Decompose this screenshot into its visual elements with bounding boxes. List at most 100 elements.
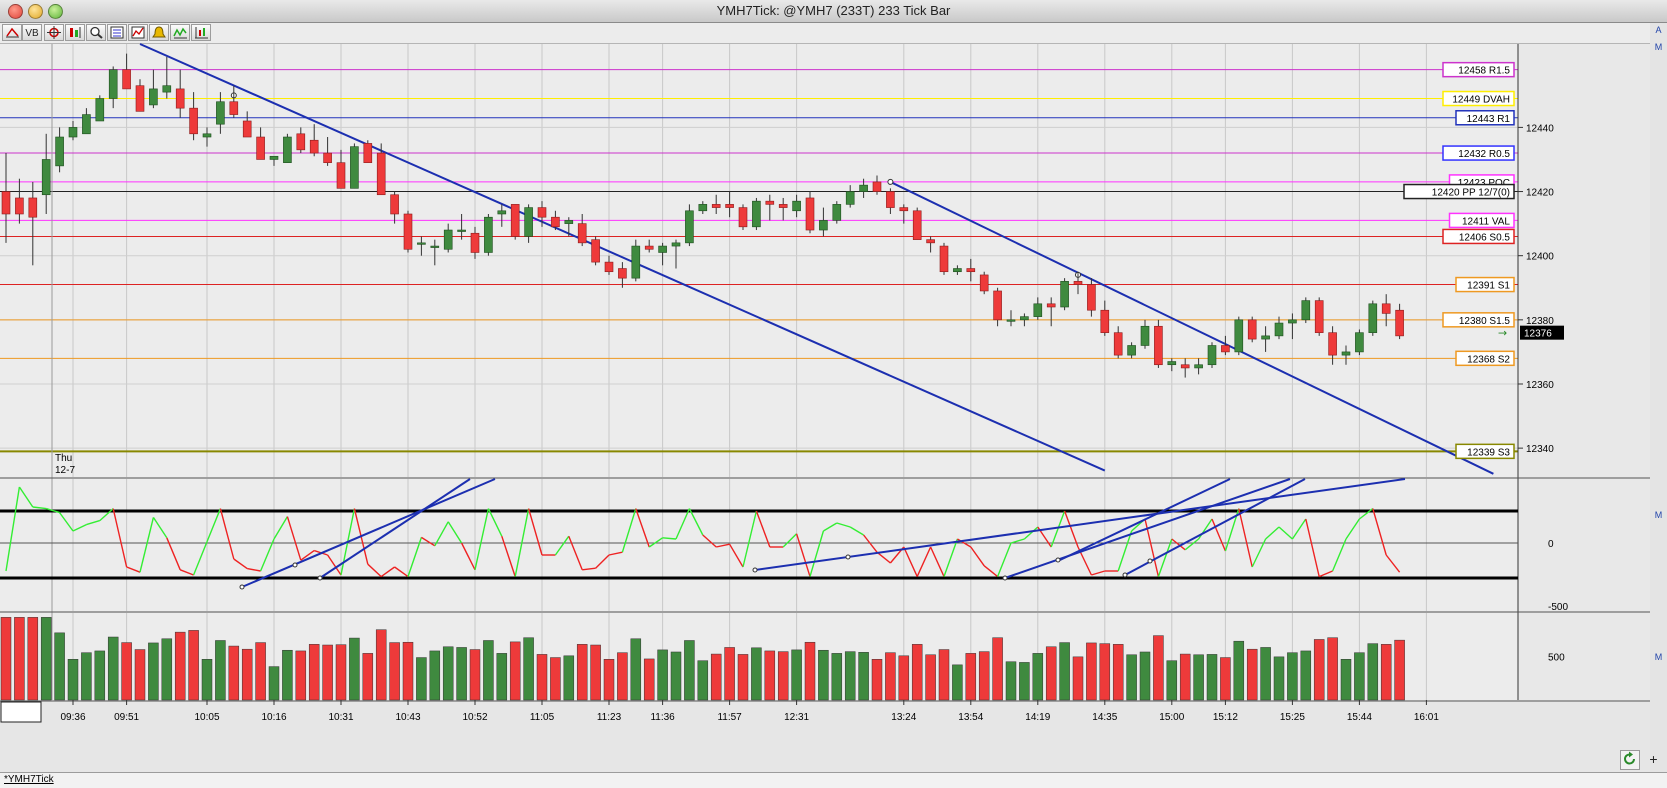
oscillator-segment xyxy=(782,533,798,548)
volume-bar xyxy=(1340,659,1352,701)
volume-bar xyxy=(1394,639,1405,701)
volume-bar xyxy=(67,659,79,701)
candle xyxy=(577,223,587,244)
candle xyxy=(189,107,198,135)
oscillator-segment xyxy=(595,554,610,569)
volume-bar xyxy=(14,617,25,701)
crosshair-icon[interactable] xyxy=(44,24,64,41)
candle xyxy=(1234,319,1244,353)
volume-bar xyxy=(121,642,132,701)
volume-bar xyxy=(1367,643,1379,701)
candle xyxy=(872,181,882,192)
tab-ymh7tick[interactable]: *YMH7Tick xyxy=(4,774,54,785)
oscillator-segment xyxy=(286,516,302,561)
volume-bar xyxy=(697,660,709,701)
candle xyxy=(711,204,721,208)
add-panel-button[interactable]: + xyxy=(1649,751,1658,767)
oscillator-segment xyxy=(742,510,758,568)
volume-bar xyxy=(1099,643,1111,701)
oscillator-segment xyxy=(1372,508,1387,556)
oscillator-segment xyxy=(1091,570,1106,576)
format-icon[interactable] xyxy=(107,24,127,41)
candle xyxy=(283,136,292,163)
volume-bar xyxy=(1273,656,1285,701)
volume-panel-maximize-button[interactable]: M xyxy=(1654,652,1663,662)
volume-bar xyxy=(617,652,628,701)
candle xyxy=(309,139,319,154)
trend-line xyxy=(139,43,1106,472)
close-window-button[interactable] xyxy=(8,4,23,19)
candle xyxy=(1100,309,1110,333)
candle xyxy=(524,207,533,237)
candle xyxy=(350,146,359,189)
candle xyxy=(202,133,212,138)
price-panel-autoscale-button[interactable]: A xyxy=(1655,25,1662,35)
vb-button[interactable]: VB xyxy=(22,24,42,41)
candle xyxy=(417,242,426,245)
alerts-icon[interactable] xyxy=(149,24,169,41)
volume-bar xyxy=(1313,639,1325,701)
tradebar-icon[interactable] xyxy=(191,24,211,41)
volume-bar xyxy=(818,649,829,701)
candle xyxy=(1180,364,1190,369)
zoom-icon[interactable] xyxy=(86,24,106,41)
candle xyxy=(1368,303,1378,333)
oscillator-segment xyxy=(1211,518,1227,552)
volume-bar xyxy=(576,644,588,701)
oscillator-segment xyxy=(407,537,423,577)
oscillator-segment xyxy=(635,508,650,548)
volume-bar xyxy=(509,641,521,701)
candle xyxy=(363,143,373,163)
volume-bar xyxy=(362,653,374,701)
volume-bar xyxy=(938,649,950,701)
volume-bar xyxy=(1059,642,1070,701)
candle xyxy=(28,197,38,218)
optimize-icon[interactable] xyxy=(170,24,190,41)
candle xyxy=(1381,303,1391,314)
oscillator-trend-line xyxy=(319,478,471,579)
oscillator-segment xyxy=(621,508,637,553)
volume-bar xyxy=(1327,637,1338,701)
price-tick-label: 12420 xyxy=(1526,188,1554,199)
time-tick-label: 15:12 xyxy=(1213,712,1238,723)
oscillator-tick-label: -500 xyxy=(1548,602,1568,613)
ruler-icon[interactable] xyxy=(2,24,22,41)
candle xyxy=(1274,322,1284,337)
candle xyxy=(1261,335,1270,340)
oscillator-segment xyxy=(1345,518,1360,540)
oscillator-segment xyxy=(126,566,141,573)
oscillator-segment xyxy=(219,508,235,560)
oscillator-segment xyxy=(1184,538,1200,551)
volume-bar xyxy=(563,655,575,701)
candle xyxy=(229,101,239,115)
volume-bar xyxy=(81,652,92,701)
price-panel-maximize-button[interactable]: M xyxy=(1654,42,1663,52)
candle xyxy=(953,268,962,273)
level-label-box xyxy=(1455,276,1515,293)
level-label-box xyxy=(1455,350,1515,367)
current-price-marker: → xyxy=(1498,327,1507,340)
zoom-window-button[interactable] xyxy=(48,4,63,19)
oscillator-trend-anchor xyxy=(292,562,298,568)
oscillator-segment xyxy=(1050,510,1066,548)
candle xyxy=(68,127,78,138)
refresh-icon[interactable] xyxy=(1620,750,1640,770)
oscillator-panel-maximize-button[interactable]: M xyxy=(1654,510,1663,520)
volume-bar xyxy=(228,645,240,701)
oscillator-segment xyxy=(474,508,490,570)
candle xyxy=(1341,351,1351,356)
volume-bar xyxy=(282,649,293,701)
oscillator-trend-anchor xyxy=(239,584,245,590)
volume-bar xyxy=(0,617,12,701)
volume-bar xyxy=(349,637,360,701)
volume-bar xyxy=(54,632,65,701)
volume-bar xyxy=(684,640,695,701)
oscillator-segment xyxy=(728,543,744,568)
oscillator-segment xyxy=(716,543,730,548)
volume-bar xyxy=(603,659,615,701)
indicators-icon[interactable] xyxy=(128,24,148,41)
minimize-window-button[interactable] xyxy=(28,4,43,19)
candle xyxy=(162,85,172,93)
strategy-icon[interactable] xyxy=(65,24,85,41)
